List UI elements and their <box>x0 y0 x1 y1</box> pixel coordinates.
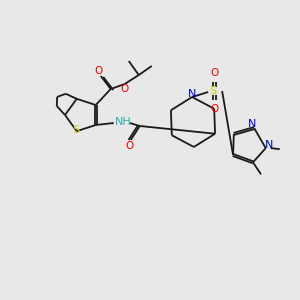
Text: N: N <box>265 140 273 150</box>
Text: N: N <box>248 119 256 129</box>
Text: O: O <box>210 104 218 114</box>
Text: O: O <box>126 141 134 151</box>
Text: O: O <box>210 68 218 78</box>
Text: S: S <box>72 125 79 135</box>
Text: O: O <box>121 84 129 94</box>
Text: NH: NH <box>114 117 131 127</box>
Text: S: S <box>210 86 217 96</box>
Text: O: O <box>94 66 103 76</box>
Text: N: N <box>188 89 196 99</box>
